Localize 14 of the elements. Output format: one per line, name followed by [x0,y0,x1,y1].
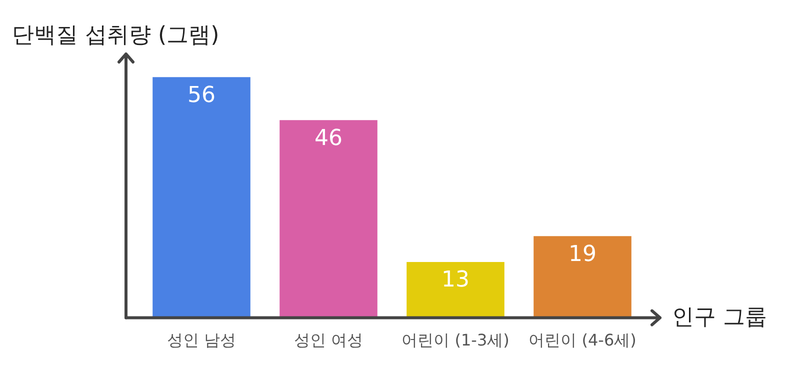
x-tick-label: 어린이 (1-3세) [402,330,510,350]
data-label: 19 [568,242,596,267]
bar [406,262,504,318]
data-label: 13 [442,268,470,293]
bar [152,77,250,318]
data-label: 46 [314,126,342,151]
data-label: 56 [188,82,216,108]
bar [280,120,378,318]
x-tick-label: 성인 여성 [294,330,364,350]
x-axis-title: 인구 그룹 [672,304,767,332]
x-tick-label: 어린이 (4-6세) [528,330,636,350]
bar [534,236,632,318]
x-tick-label: 성인 남성 [166,330,236,350]
y-axis-title: 단백질 섭취량 (그램) [12,22,220,50]
